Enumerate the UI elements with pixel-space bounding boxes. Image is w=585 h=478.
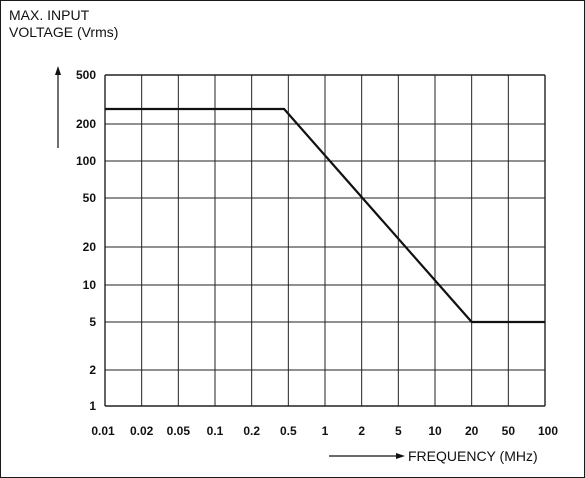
x-axis-arrow-head (396, 453, 405, 459)
x-tick-label: 5 (395, 424, 402, 438)
y-tick-label: 5 (89, 315, 96, 329)
y-axis-arrow (55, 66, 61, 148)
y-tick-label: 20 (83, 240, 97, 254)
x-tick-label: 10 (428, 424, 442, 438)
grid (104, 74, 546, 407)
x-axis-label: FREQUENCY (MHz) (408, 448, 538, 464)
x-tick-label: 0.01 (91, 424, 115, 438)
y-tick-label: 10 (83, 278, 97, 292)
y-tick-label: 2 (89, 363, 96, 377)
x-axis-arrow (329, 453, 405, 459)
x-tick-label: 2 (358, 424, 365, 438)
y-tick-labels: 1 2 5 10 20 50 100 200 500 (76, 68, 96, 413)
y-axis-label: MAX. INPUT VOLTAGE (Vrms) (9, 7, 118, 40)
x-tick-label: 0.2 (243, 424, 260, 438)
x-tick-label: 1 (322, 424, 329, 438)
series-line (105, 107, 545, 324)
x-tick-label: 0.02 (130, 424, 154, 438)
y-tick-label: 1 (89, 399, 96, 413)
x-tick-label: 50 (502, 424, 516, 438)
y-axis-arrow-head (55, 66, 61, 75)
x-tick-label: 0.1 (207, 424, 224, 438)
y-tick-label: 50 (83, 191, 97, 205)
x-tick-label: 20 (465, 424, 479, 438)
x-tick-label: 0.5 (280, 424, 297, 438)
x-tick-labels: 0.01 0.02 0.05 0.1 0.2 0.5 1 2 5 10 20 50 100 (91, 424, 558, 438)
x-tick-label: 0.05 (167, 424, 191, 438)
y-axis-label-line-2: VOLTAGE (Vrms) (9, 24, 118, 40)
series-layer (105, 107, 545, 324)
y-tick-label: 100 (76, 154, 96, 168)
y-tick-label: 200 (76, 117, 96, 131)
x-tick-label: 100 (538, 424, 558, 438)
y-tick-label: 500 (76, 68, 96, 82)
y-axis-label-line-1: MAX. INPUT (9, 7, 90, 23)
